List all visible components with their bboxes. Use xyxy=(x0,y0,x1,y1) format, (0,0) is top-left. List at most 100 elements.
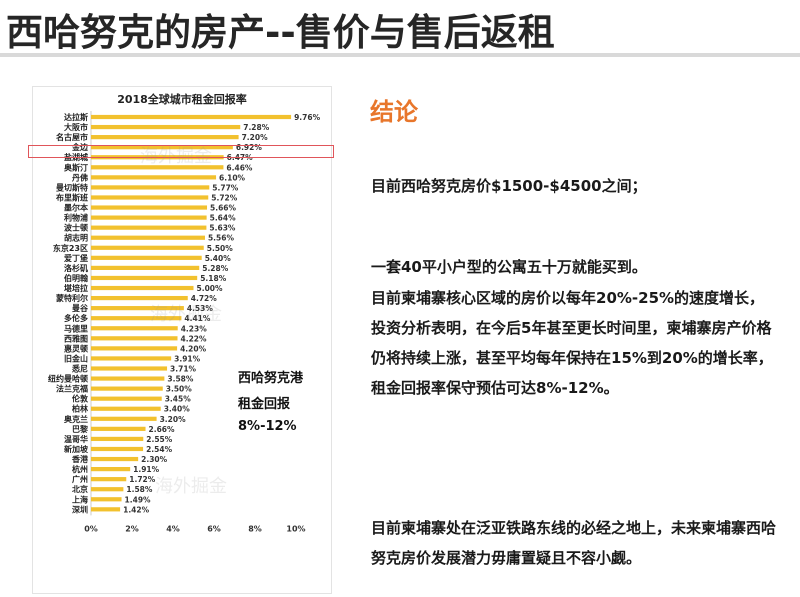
value-label: 4.53% xyxy=(187,304,214,313)
category-label: 新加坡 xyxy=(64,444,89,454)
category-label: 蒙特利尔 xyxy=(56,293,88,303)
category-label: 名古屋市 xyxy=(56,132,88,142)
category-label: 香港 xyxy=(71,454,89,464)
paragraph-growth: 目前柬埔寨核心区域的房价以每年20%-25%的速度增长，投资分析表明，在今后5年… xyxy=(371,289,773,397)
value-label: 6.10% xyxy=(219,173,246,182)
overlay-label-rent: 租金回报 xyxy=(238,397,291,412)
value-label: 2.30% xyxy=(141,455,168,464)
category-label: 伦敦 xyxy=(72,394,89,404)
value-label: 5.64% xyxy=(210,214,237,223)
category-label: 北京 xyxy=(72,484,88,494)
bar xyxy=(91,124,241,130)
slide-title: 西哈努克的房产--售价与售后返租 xyxy=(6,11,555,54)
bar xyxy=(91,436,144,442)
value-label: 5.63% xyxy=(209,224,236,233)
category-label: 西雅图 xyxy=(64,333,88,343)
x-tick-label: 0% xyxy=(84,524,98,533)
value-label: 2.66% xyxy=(149,425,176,434)
value-label: 1.49% xyxy=(125,495,152,504)
value-label: 4.23% xyxy=(181,324,208,333)
bar xyxy=(91,487,124,492)
category-label: 奥斯汀 xyxy=(63,162,88,172)
category-label: 柏林 xyxy=(72,404,88,414)
bar xyxy=(91,245,204,250)
category-label: 堪培拉 xyxy=(64,283,88,293)
category-label: 法兰克福 xyxy=(56,384,88,394)
bar xyxy=(91,205,208,210)
value-label: 5.56% xyxy=(208,234,235,243)
value-label: 3.58% xyxy=(167,375,194,384)
bar xyxy=(91,336,178,341)
bar xyxy=(91,255,202,260)
conclusion-heading: 结论 xyxy=(370,98,418,126)
bar xyxy=(91,185,210,190)
x-tick-label: 4% xyxy=(166,524,180,533)
value-label: 3.40% xyxy=(164,405,191,414)
bar xyxy=(91,195,209,200)
bar xyxy=(91,175,217,180)
overlay-label-range: 8%-12% xyxy=(238,419,297,434)
category-label: 达拉斯 xyxy=(64,112,88,122)
category-label: 曼谷 xyxy=(72,303,89,313)
bar xyxy=(91,507,121,512)
category-label: 爱丁堡 xyxy=(64,253,88,263)
bar xyxy=(91,346,178,351)
value-label: 5.18% xyxy=(200,274,227,283)
value-label: 3.50% xyxy=(166,385,193,394)
value-label: 2.55% xyxy=(146,435,173,444)
category-label: 上海 xyxy=(72,494,88,504)
watermark-3: 海外掘金 xyxy=(155,476,227,497)
value-label: 4.41% xyxy=(184,314,211,323)
value-label: 1.91% xyxy=(133,465,160,474)
value-label: 6.92% xyxy=(236,143,263,152)
rental-yield-chart-panel: 2018全球城市租金回报率 达拉斯 9.76% 大阪市 7.28% 名古屋市 7.20% 金… xyxy=(32,86,332,594)
category-label: 多伦多 xyxy=(64,313,88,323)
category-label: 巴黎 xyxy=(72,424,88,434)
watermark-1: 海外掘金 xyxy=(140,146,212,167)
bar xyxy=(91,295,188,301)
category-label: 利物浦 xyxy=(63,213,88,223)
value-label: 7.28% xyxy=(243,123,270,132)
chart-title: 2018全球城市租金回报率 xyxy=(117,93,247,106)
value-label: 1.58% xyxy=(126,485,153,494)
category-label: 大阪市 xyxy=(64,122,88,132)
overlay-label-port: 西哈努克港 xyxy=(238,371,304,386)
category-label: 东京23区 xyxy=(53,243,88,253)
value-label: 1.72% xyxy=(129,475,156,484)
category-label: 奥克兰 xyxy=(63,414,88,424)
category-label: 丹佛 xyxy=(71,172,88,182)
value-label: 5.77% xyxy=(212,183,239,192)
value-label: 3.71% xyxy=(170,365,197,374)
category-label: 布里斯班 xyxy=(55,192,88,202)
value-label: 5.72% xyxy=(211,193,238,202)
bar xyxy=(91,497,122,502)
value-label: 6.46% xyxy=(226,163,253,172)
value-label: 3.91% xyxy=(174,354,201,363)
value-label: 7.20% xyxy=(242,133,269,142)
value-label: 3.45% xyxy=(165,395,192,404)
category-label: 纽约曼哈顿 xyxy=(48,374,88,384)
paragraph-railway: 目前柬埔寨处在泛亚铁路东线的必经之地上，未来柬埔寨西哈努克房价发展潜力毋庸置疑且… xyxy=(371,519,777,567)
bar xyxy=(91,326,178,331)
bar xyxy=(91,114,292,120)
category-label: 墨尔本 xyxy=(64,203,88,213)
bar xyxy=(91,285,194,291)
bar xyxy=(91,426,146,431)
category-label: 温哥华 xyxy=(64,434,88,444)
bar xyxy=(91,306,184,311)
x-tick-label: 8% xyxy=(248,524,262,533)
value-label: 5.50% xyxy=(207,244,234,253)
bar xyxy=(91,145,233,150)
paragraph-apartment: 一套40平小户型的公寓五十万就能买到。 xyxy=(371,258,647,276)
value-label: 3.20% xyxy=(160,415,187,424)
bar xyxy=(91,135,239,140)
category-label: 金边 xyxy=(71,142,89,152)
bar xyxy=(91,316,182,321)
value-label: 1.42% xyxy=(123,505,150,514)
x-tick-label: 10% xyxy=(286,524,305,533)
value-label: 5.00% xyxy=(197,284,224,293)
category-label: 马德里 xyxy=(64,323,88,333)
bar xyxy=(91,406,161,411)
bar xyxy=(91,275,198,281)
category-label: 曼切斯特 xyxy=(56,182,88,192)
